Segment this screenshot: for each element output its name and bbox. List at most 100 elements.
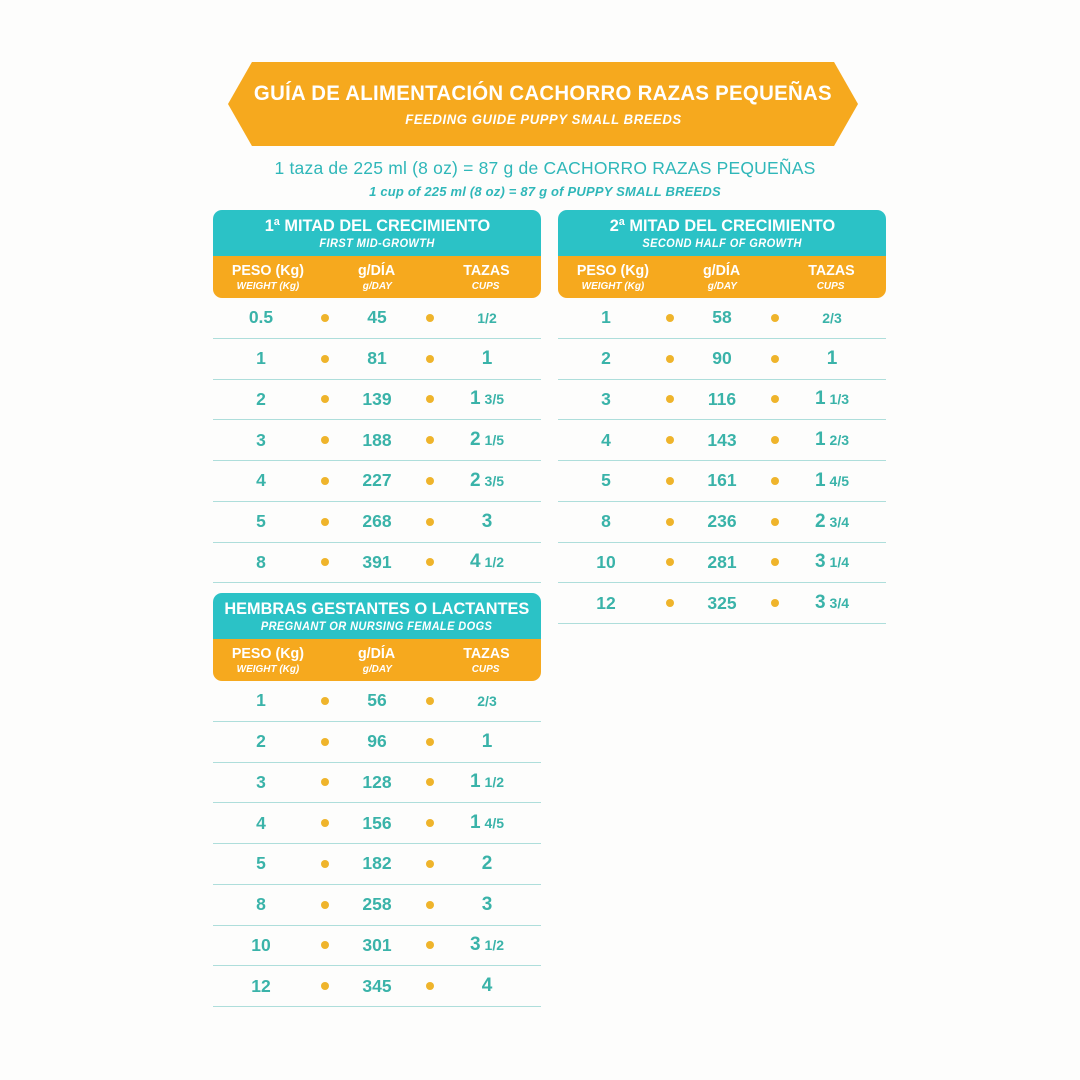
cups-value: 4	[447, 975, 541, 997]
cups-fraction: 1/5	[484, 432, 505, 449]
separator	[309, 859, 341, 868]
separator	[309, 436, 341, 445]
table-body: 0.5 45 1/2 1 81 1 2 139 1 3/5 3 188 2 1/5 4 227 2 3/5 5 268…	[213, 298, 541, 584]
table-row: 1 58 2/3	[558, 298, 886, 339]
bullet-dot-icon	[426, 982, 434, 991]
bullet-dot-icon	[666, 395, 674, 404]
weight-value: 5	[256, 511, 266, 532]
separator	[309, 558, 341, 567]
weight-value: 3	[256, 429, 266, 450]
grams-per-day-value: 268	[362, 511, 392, 532]
separator	[654, 436, 686, 445]
table-row: 0.5 45 1/2	[213, 298, 541, 339]
table-body: 1 56 2/3 2 96 1 3 128 1 1/2 4 156 1 4/5 5 182 2 8 258 3 10 30…	[213, 681, 541, 1007]
bullet-dot-icon	[321, 778, 329, 787]
column-header-grams-per-day: g/DÍA g/DAY	[323, 645, 431, 675]
column-header-weight-label-en: WEIGHT (Kg)	[236, 280, 300, 292]
cups-value: 3	[447, 511, 541, 533]
bullet-dot-icon	[321, 354, 329, 363]
bullet-dot-icon	[426, 778, 434, 787]
table-row: 5 182 2	[213, 844, 541, 885]
cups-whole: 3	[814, 551, 826, 573]
separator	[309, 778, 341, 787]
table-row: 2 90 1	[558, 339, 886, 380]
separator	[413, 696, 447, 705]
table-row: 1 56 2/3	[213, 681, 541, 722]
bullet-dot-icon	[321, 395, 329, 404]
separator	[758, 313, 792, 322]
cups-whole: 1	[826, 347, 838, 369]
cups-whole: 3	[481, 893, 493, 915]
separator	[413, 354, 447, 363]
weight-value: 3	[256, 771, 266, 792]
bullet-dot-icon	[666, 558, 674, 567]
column-header-cups: TAZAS CUPS	[431, 262, 541, 292]
cups-fraction: 1/2	[484, 554, 505, 571]
separator	[758, 558, 792, 567]
table-row: 8 236 2 3/4	[558, 502, 886, 543]
column-header-weight: PESO (Kg) WEIGHT (Kg)	[213, 262, 323, 292]
cups-value: 3 3/4	[792, 592, 886, 614]
weight-value: 3	[601, 388, 611, 409]
column-header-weight-label-es: PESO (Kg)	[231, 262, 305, 279]
column-header-cups: TAZAS CUPS	[431, 645, 541, 675]
cups-value: 2 3/5	[447, 470, 541, 492]
column-header-cups-label-en: CUPS	[472, 280, 500, 292]
cups-value: 4 1/2	[447, 551, 541, 573]
grams-per-day-value: 139	[362, 388, 392, 409]
table-column-headers: PESO (Kg) WEIGHT (Kg) g/DÍA g/DAY TAZAS CUPS	[213, 639, 541, 681]
separator	[309, 696, 341, 705]
separator	[758, 599, 792, 608]
table-row: 8 258 3	[213, 885, 541, 926]
grams-per-day-value: 156	[362, 812, 392, 833]
bullet-dot-icon	[666, 354, 674, 363]
feeding-table-pregnant-nursing: HEMBRAS GESTANTES O LACTANTES PREGNANT OR…	[213, 593, 541, 1007]
column-header-grams-per-day-label-es: g/DÍA	[358, 262, 396, 279]
cups-whole: 2	[469, 429, 481, 451]
table-row: 4 227 2 3/5	[213, 461, 541, 502]
separator	[413, 941, 447, 950]
weight-value: 1	[256, 348, 266, 369]
grams-per-day-value: 81	[367, 348, 387, 369]
cups-value: 2	[447, 853, 541, 875]
cups-value: 3 1/4	[792, 551, 886, 573]
feeding-table-first-half: 1ª MITAD DEL CRECIMIENTO FIRST MID-GROWTH…	[213, 210, 541, 584]
cups-value: 2/3	[447, 693, 541, 709]
column-header-cups-label-en: CUPS	[472, 663, 500, 675]
cups-fraction: 2/3	[822, 309, 842, 326]
separator	[654, 517, 686, 526]
separator	[413, 517, 447, 526]
separator	[309, 476, 341, 485]
table-column-headers: PESO (Kg) WEIGHT (Kg) g/DÍA g/DAY TAZAS CUPS	[558, 256, 886, 298]
table-row: 8 391 4 1/2	[213, 543, 541, 584]
bullet-dot-icon	[426, 696, 434, 705]
column-header-grams-per-day-label-es: g/DÍA	[358, 645, 396, 662]
weight-value: 4	[601, 429, 611, 450]
table-row: 12 345 4	[213, 966, 541, 1007]
cups-value: 1/2	[447, 310, 541, 326]
bullet-dot-icon	[771, 558, 779, 567]
weight-value: 1	[256, 690, 266, 711]
table-title-en: FIRST MID-GROWTH	[319, 238, 435, 250]
table-title-en: SECOND HALF OF GROWTH	[642, 238, 802, 250]
separator	[413, 395, 447, 404]
cups-value: 1 1/2	[447, 771, 541, 793]
cups-value: 2 3/4	[792, 511, 886, 533]
column-header-weight: PESO (Kg) WEIGHT (Kg)	[213, 645, 323, 675]
grams-per-day-value: 96	[367, 731, 387, 752]
grams-per-day-value: 345	[362, 975, 392, 996]
cups-whole: 1	[814, 469, 826, 491]
table-row: 10 281 3 1/4	[558, 543, 886, 584]
separator	[654, 558, 686, 567]
cups-value: 1 4/5	[792, 470, 886, 492]
bullet-dot-icon	[321, 696, 329, 705]
weight-value: 2	[256, 388, 266, 409]
separator	[413, 859, 447, 868]
bullet-dot-icon	[426, 558, 434, 567]
cups-value: 1 2/3	[792, 429, 886, 451]
column-header-grams-per-day-label-en: g/DAY	[707, 280, 737, 292]
weight-value: 4	[256, 812, 266, 833]
column-header-cups-label-es: TAZAS	[807, 262, 855, 279]
cups-fraction: 3/4	[829, 595, 850, 612]
